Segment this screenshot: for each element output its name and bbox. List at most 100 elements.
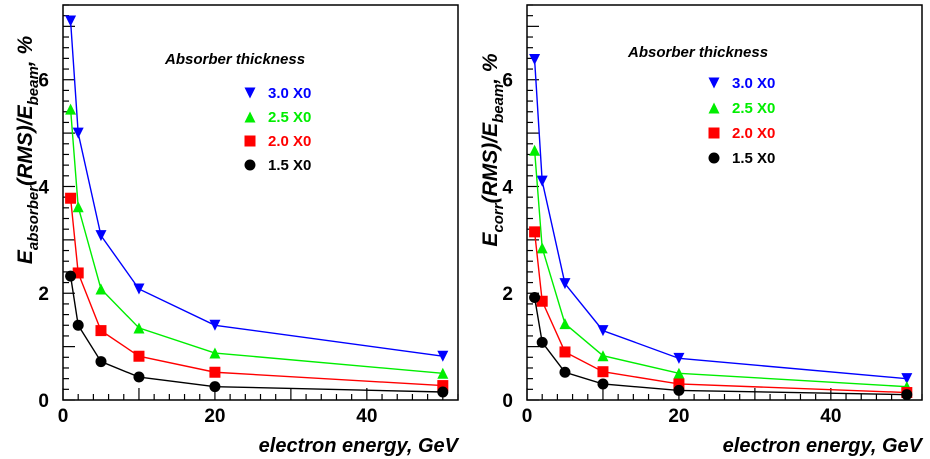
legend-label: 3.0 X0 <box>268 85 311 102</box>
data-point <box>597 350 609 362</box>
x-tick-label: 0 <box>522 406 533 427</box>
y-tick-label: 4 <box>38 177 49 198</box>
legend-label: 2.0 X0 <box>732 125 775 142</box>
data-point <box>529 144 541 156</box>
legend-label: 2.0 X0 <box>268 133 311 150</box>
data-point <box>437 350 449 362</box>
y-axis-label: Ecorr(RMS)/Ebeam, % <box>479 53 507 247</box>
data-point <box>536 295 548 307</box>
y-tick-label: 4 <box>502 177 513 198</box>
x-axis-label: electron energy, GeV <box>723 435 924 457</box>
chart-panel-1: 0 20 40 0 2 4 6 electron energy, GeV Eabsorber(R… <box>14 4 460 457</box>
x-tick-label: 20 <box>668 406 689 427</box>
data-point <box>559 366 571 378</box>
y-label-text: (RMS)/E <box>479 122 502 203</box>
data-point <box>437 386 449 398</box>
y-label-text: , % <box>14 36 37 68</box>
data-point <box>72 127 84 139</box>
data-point <box>529 292 541 304</box>
data-point <box>95 230 107 242</box>
series-line-2-5-X0 <box>69 109 443 375</box>
data-point <box>72 267 84 279</box>
x-tick-label: 40 <box>820 406 841 427</box>
legend-label: 3.0 X0 <box>732 75 775 92</box>
series-line-2-0-X0 <box>69 198 443 387</box>
data-point <box>65 192 77 204</box>
data-point <box>95 356 107 368</box>
legend-label: 2.5 X0 <box>732 100 775 117</box>
y-label-subscript: absorber <box>25 185 42 250</box>
series-line-2-5-X0 <box>533 150 907 388</box>
data-point <box>536 336 548 348</box>
y-label-text: E <box>14 249 37 264</box>
data-point <box>209 319 221 331</box>
legend-marker <box>708 77 720 89</box>
data-point <box>673 378 685 390</box>
data-point <box>133 322 145 334</box>
y-label-text: E <box>479 232 502 247</box>
y-label-text: (RMS)/E <box>14 104 37 185</box>
legend-marker <box>244 159 256 171</box>
data-point <box>133 371 145 383</box>
data-point <box>901 373 913 385</box>
legend-marker <box>244 87 256 99</box>
legend-title: Absorber thickness <box>164 51 305 68</box>
data-point <box>209 347 221 359</box>
data-point <box>597 325 609 337</box>
data-point <box>597 378 609 390</box>
y-label-subscript: beam <box>25 66 42 105</box>
data-point <box>673 352 685 364</box>
data-point <box>95 325 107 337</box>
legend-label: 1.5 X0 <box>268 157 311 174</box>
series-line-1-5-X0 <box>533 297 907 396</box>
data-point <box>673 367 685 379</box>
data-point <box>536 175 548 187</box>
y-label-text: , % <box>479 53 502 85</box>
data-point <box>209 366 221 378</box>
y-axis-label: Eabsorber(RMS)/Ebeam, % <box>14 36 42 265</box>
data-point <box>559 278 571 290</box>
data-point <box>559 346 571 358</box>
legend-marker <box>244 111 256 123</box>
data-point <box>95 283 107 295</box>
data-point <box>529 53 541 65</box>
y-tick-label: 0 <box>38 391 49 412</box>
x-tick-label: 40 <box>356 406 377 427</box>
legend-marker <box>708 127 720 139</box>
y-tick-label: 2 <box>38 284 49 305</box>
legend-marker <box>708 152 720 164</box>
legend-marker <box>244 135 256 147</box>
data-point <box>72 319 84 331</box>
chart-panel-2: 0 20 40 0 2 4 6 electron energy, GeV Ecorr(RMS)/… <box>479 4 924 457</box>
data-point <box>437 367 449 379</box>
data-point <box>209 381 221 393</box>
data-point <box>133 283 145 295</box>
data-point <box>673 384 685 396</box>
series-line-1-5-X0 <box>69 276 443 393</box>
series-line-2-0-X0 <box>533 231 907 394</box>
x-tick-label: 0 <box>58 406 69 427</box>
y-tick-label: 0 <box>502 391 513 412</box>
x-axis-label: electron energy, GeV <box>259 435 460 457</box>
y-label-subscript: beam <box>490 84 507 123</box>
data-point <box>536 242 548 254</box>
data-point <box>133 350 145 362</box>
legend-title: Absorber thickness <box>627 44 768 61</box>
data-point <box>597 366 609 378</box>
data-point <box>65 103 77 115</box>
series-line-3-0-X0 <box>533 59 907 380</box>
legend-label: 1.5 X0 <box>732 150 775 167</box>
data-point <box>529 226 541 238</box>
data-point <box>559 318 571 330</box>
y-tick-label: 6 <box>502 71 513 92</box>
y-label-subscript: corr <box>490 202 507 232</box>
legend-label: 2.5 X0 <box>268 109 311 126</box>
series-line-3-0-X0 <box>69 20 443 357</box>
y-tick-label: 2 <box>502 284 513 305</box>
y-tick-label: 6 <box>38 71 49 92</box>
data-point <box>437 380 449 392</box>
x-tick-label: 20 <box>204 406 225 427</box>
data-point <box>72 201 84 213</box>
legend-marker <box>708 102 720 114</box>
